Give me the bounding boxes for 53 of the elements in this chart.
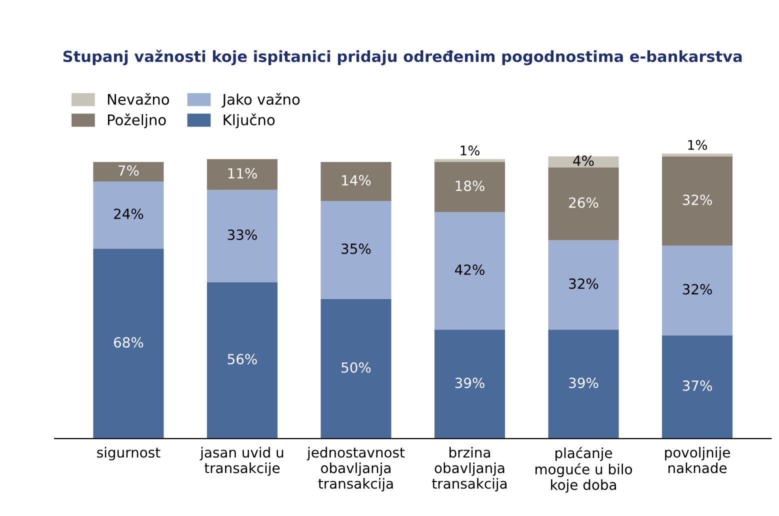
x-tick-label: jednostavnost obavljanja transakcija [306,446,405,492]
legend-label: Jako važno [222,92,300,108]
data-label: 4% [573,155,594,166]
data-label: 1% [460,146,480,156]
data-label: 7% [118,165,139,176]
bar [93,248,164,439]
bar [662,154,733,156]
bar [206,190,278,282]
bar [434,162,506,212]
bar [320,298,392,439]
data-label: 1% [688,140,708,150]
data-label: 26% [569,197,598,208]
data-label: 35% [342,244,371,254]
x-tick-label: povoljnije naknade [665,446,730,474]
data-label: 32% [682,284,712,295]
data-label: 33% [228,230,257,240]
data-label: 14% [342,175,371,186]
data-label: 37% [682,380,712,391]
legend-label: Nevažno [108,92,170,105]
data-label: 11% [228,168,257,179]
data-label: 18% [456,180,484,192]
bar [662,246,733,336]
x-tick-label: brzina obavljanja transakcija [432,446,507,492]
data-label: 39% [569,378,598,388]
data-label: 50% [342,362,371,373]
bar [434,159,506,162]
bar [548,240,619,330]
legend-label: Poželjno [108,114,166,128]
bar [662,335,733,439]
chart-title: Stupanj važnosti koje ispitanici pridaju određenim pogodnostima e-bankarstva [63,50,742,66]
bar [93,162,164,182]
bar [320,162,392,202]
data-label: 39% [455,378,484,388]
x-tick-label: sigurnost [97,446,160,460]
x-tick-label: jasan uvid u transakcije [200,446,284,476]
data-label: 56% [228,354,257,364]
bar [434,212,506,330]
data-label: 32% [682,194,712,206]
bar [548,156,619,168]
bar [320,201,392,299]
x-tick-label: plaćanje moguće u bilo koje doba [536,446,632,493]
data-label: 24% [114,208,144,220]
data-label: 32% [569,278,598,289]
bar [548,330,619,439]
bar [206,159,278,190]
bar [434,330,506,439]
legend-label: Ključno [224,114,275,128]
data-label: 68% [114,337,144,348]
bar [662,156,733,246]
data-label: 42% [454,264,484,275]
bar [206,282,278,439]
bar [93,182,164,249]
bar [548,168,619,240]
